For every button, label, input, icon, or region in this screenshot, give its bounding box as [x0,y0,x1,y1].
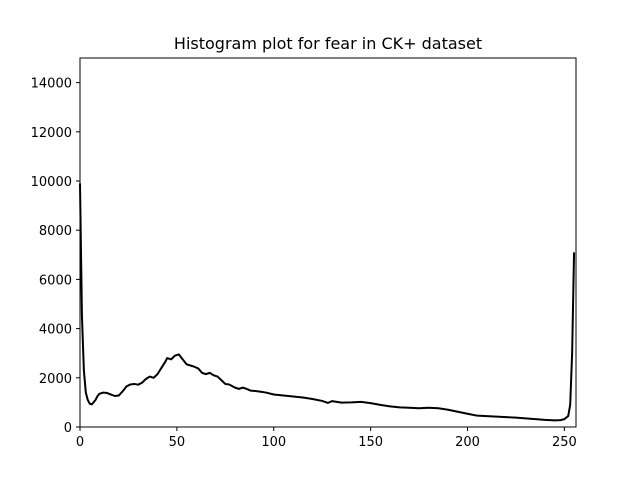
x-tick-label: 100 [261,435,286,450]
x-tick-label: 150 [358,435,383,450]
y-tick-label: 6000 [39,273,72,288]
x-tick-label: 250 [552,435,577,450]
x-tick-label: 200 [455,435,480,450]
x-axis: 0 50 100 150 200 250 [76,427,577,450]
y-tick-label: 14000 [31,77,72,92]
y-tick-label: 2000 [39,372,72,387]
plot-series [79,183,576,422]
x-tick-label: 50 [169,435,186,450]
chart-title: Histogram plot for fear in CK+ dataset [174,34,482,53]
series-line [79,183,576,422]
y-tick-label: 10000 [31,175,72,190]
y-tick-label: 4000 [39,323,72,338]
y-tick-label: 8000 [39,224,72,239]
x-tick-label: 0 [76,435,84,450]
plot-frame [79,57,577,428]
y-tick-label: 12000 [31,126,72,141]
y-tick-label: 0 [64,421,72,436]
y-axis: 0 2000 4000 6000 8000 10000 12000 14000 [31,77,80,436]
